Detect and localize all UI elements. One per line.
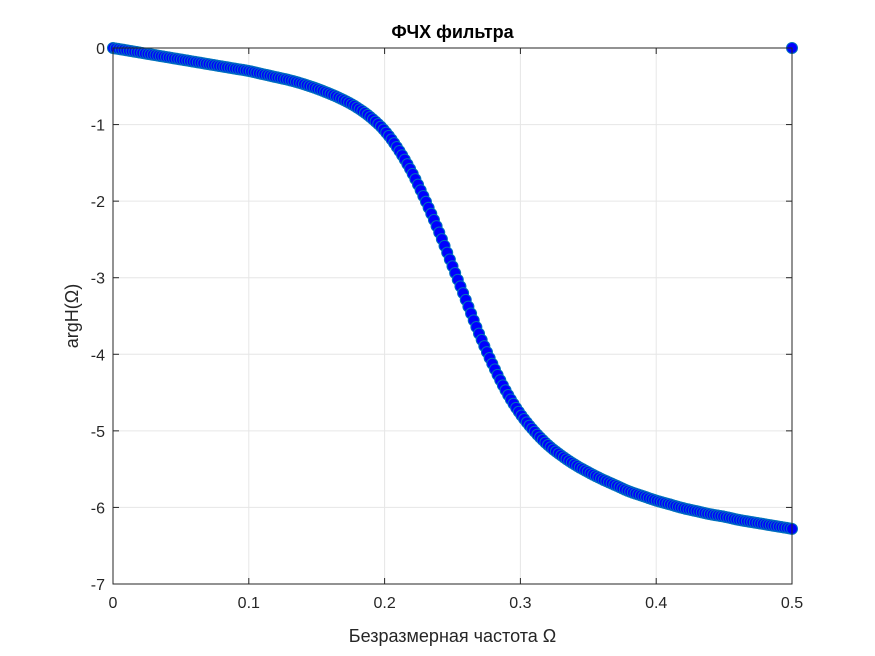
y-tick-label: -7 — [91, 577, 105, 594]
x-tick-label: 0.2 — [373, 595, 395, 612]
x-tick-label: 0.4 — [645, 595, 667, 612]
data-series — [107, 42, 798, 535]
chart-title: ФЧХ фильтра — [391, 22, 514, 42]
y-tick-label: -4 — [91, 347, 105, 364]
y-tick-label: -2 — [91, 194, 105, 211]
x-tick-label: 0.3 — [509, 595, 531, 612]
y-tick-label: -6 — [91, 500, 105, 517]
y-tick-label: -5 — [91, 424, 105, 441]
y-tick-label: 0 — [96, 41, 105, 58]
axis-ticks: 0 0.1 0.2 0.3 0.4 0.5 0 -1 -2 -3 -4 -5 -6 -7 — [91, 41, 803, 612]
y-axis-label: argH(Ω) — [62, 284, 82, 348]
x-axis-label: Безразмерная частота Ω — [349, 626, 556, 646]
x-tick-label: 0.1 — [238, 595, 260, 612]
axes-box — [112, 47, 793, 585]
x-tick-label: 0.5 — [781, 595, 803, 612]
x-tick-label: 0 — [109, 595, 118, 612]
y-tick-label: -3 — [91, 271, 105, 288]
plot-area-background — [113, 48, 792, 584]
y-tick-label: -1 — [91, 118, 105, 135]
